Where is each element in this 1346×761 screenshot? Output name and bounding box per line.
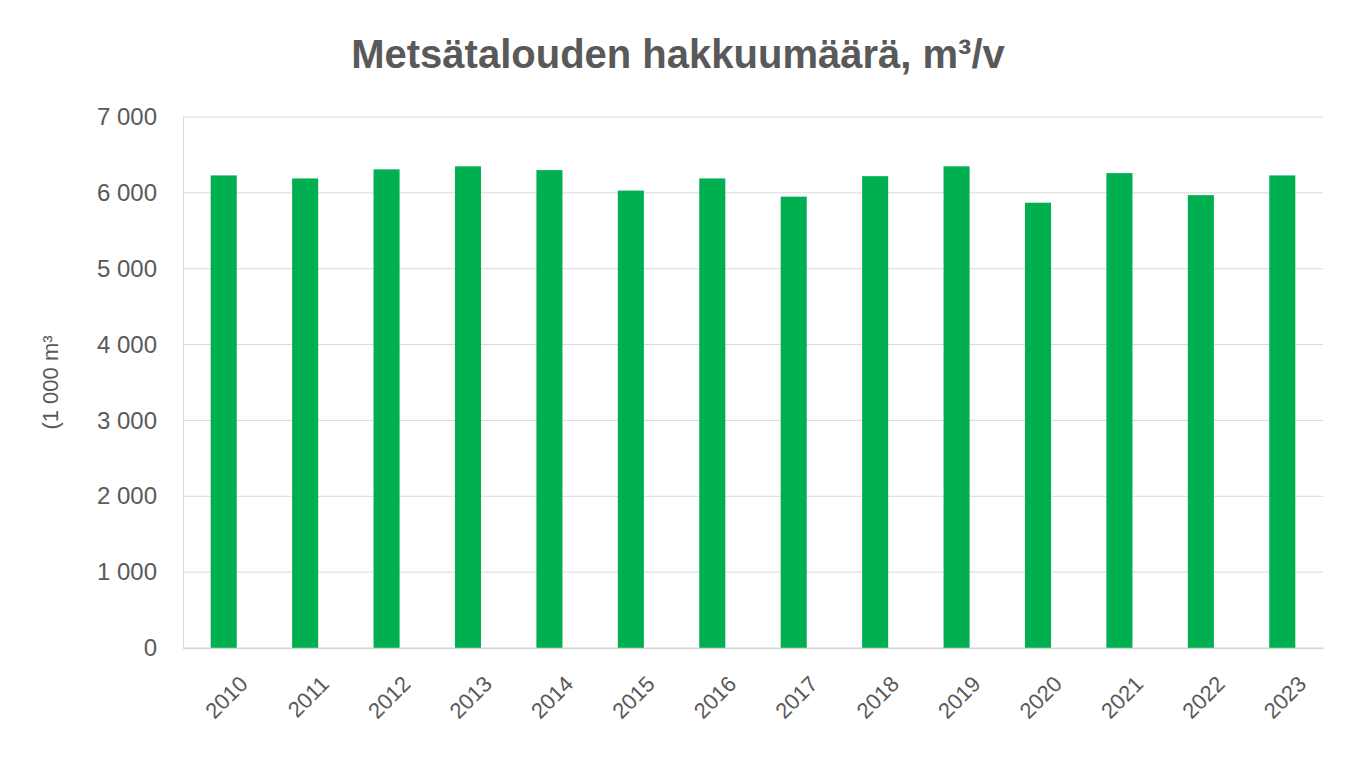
y-axis: 0 1 000 2 000 3 000 4 000 5 000 6 000 7 000	[97, 103, 184, 661]
y-tick-label: 5 000	[97, 255, 157, 282]
grid	[183, 117, 1323, 648]
bars	[211, 166, 1296, 648]
x-tick: 2018	[852, 648, 904, 723]
x-tick-label: 2023	[1259, 671, 1311, 723]
x-tick-label: 2018	[852, 671, 904, 723]
x-tick: 2014	[526, 648, 578, 723]
x-tick-label: 2013	[445, 671, 497, 723]
x-tick-label: 2019	[933, 671, 985, 723]
y-tick-label: 7 000	[97, 103, 157, 130]
x-tick: 2011	[283, 648, 334, 722]
bar	[1188, 195, 1214, 648]
bar	[536, 170, 562, 648]
grid-line	[183, 420, 1323, 421]
x-tick: 2021	[1096, 648, 1148, 723]
x-tick: 2017	[770, 648, 822, 723]
y-tick: 4 000	[97, 331, 183, 358]
x-tick: 2010	[200, 648, 252, 723]
y-tick: 7 000	[97, 103, 183, 130]
x-tick: 2013	[445, 648, 497, 723]
x-tick: 2016	[689, 648, 741, 723]
x-tick-label: 2020	[1015, 671, 1067, 723]
y-tick-label: 3 000	[97, 407, 157, 434]
x-tick-label: 2016	[689, 671, 741, 723]
bar	[862, 176, 888, 648]
x-tick: 2022	[1177, 648, 1229, 723]
x-tick: 2019	[933, 648, 985, 723]
y-tick-label: 2 000	[97, 482, 157, 509]
bar	[1025, 203, 1051, 648]
y-tick: 3 000	[97, 407, 183, 434]
bar	[699, 178, 725, 648]
x-tick-label: 2021	[1096, 671, 1148, 723]
grid-line	[183, 192, 1323, 193]
grid-line	[183, 496, 1323, 497]
y-tick-label: 4 000	[97, 331, 157, 358]
x-tick-label: 2015	[607, 671, 659, 723]
bar	[374, 169, 400, 648]
y-axis-title: (1 000 m³	[38, 335, 63, 429]
x-tick-label: 2017	[770, 671, 822, 723]
x-tick-label: 2011	[283, 671, 334, 722]
y-tick: 2 000	[97, 482, 183, 509]
bar	[455, 166, 481, 648]
bar	[944, 166, 970, 648]
bar	[292, 178, 318, 648]
plot: 0 1 000 2 000 3 000 4 000 5 000 6 000 7 000 2010…	[97, 103, 1324, 723]
x-tick: 2012	[363, 648, 415, 723]
grid-line	[183, 117, 1323, 118]
x-tick: 2015	[607, 648, 659, 723]
bar	[781, 197, 807, 648]
x-tick: 2020	[1015, 648, 1067, 723]
bar	[211, 175, 237, 648]
y-tick-label: 1 000	[97, 558, 157, 585]
grid-line	[183, 572, 1323, 573]
y-tick-label: 0	[144, 634, 157, 661]
y-tick-label: 6 000	[97, 179, 157, 206]
y-tick: 1 000	[97, 558, 183, 585]
bar	[1106, 173, 1132, 648]
chart: 0 1 000 2 000 3 000 4 000 5 000 6 000 7 000 2010…	[0, 0, 1346, 761]
x-tick-label: 2010	[200, 671, 252, 723]
x-axis: 2010 2011 2012 2013 2014 2015 2016 2017 2018 2019…	[184, 648, 1324, 723]
title: Metsätalouden hakkuumäärä, m³/v	[351, 32, 1005, 76]
y-tick: 6 000	[97, 179, 183, 206]
y-tick: 0	[144, 634, 183, 661]
bar	[1269, 175, 1295, 648]
grid-line	[183, 648, 1323, 649]
x-tick: 2023	[1259, 648, 1311, 723]
bar	[618, 191, 644, 648]
y-axis-line	[183, 118, 184, 649]
x-axis-line	[184, 648, 1324, 650]
grid-line	[183, 344, 1323, 345]
grid-line	[183, 268, 1323, 269]
x-tick-label: 2022	[1177, 671, 1229, 723]
y-tick: 5 000	[97, 255, 183, 282]
x-tick-label: 2012	[363, 671, 415, 723]
x-tick-label: 2014	[526, 671, 578, 723]
